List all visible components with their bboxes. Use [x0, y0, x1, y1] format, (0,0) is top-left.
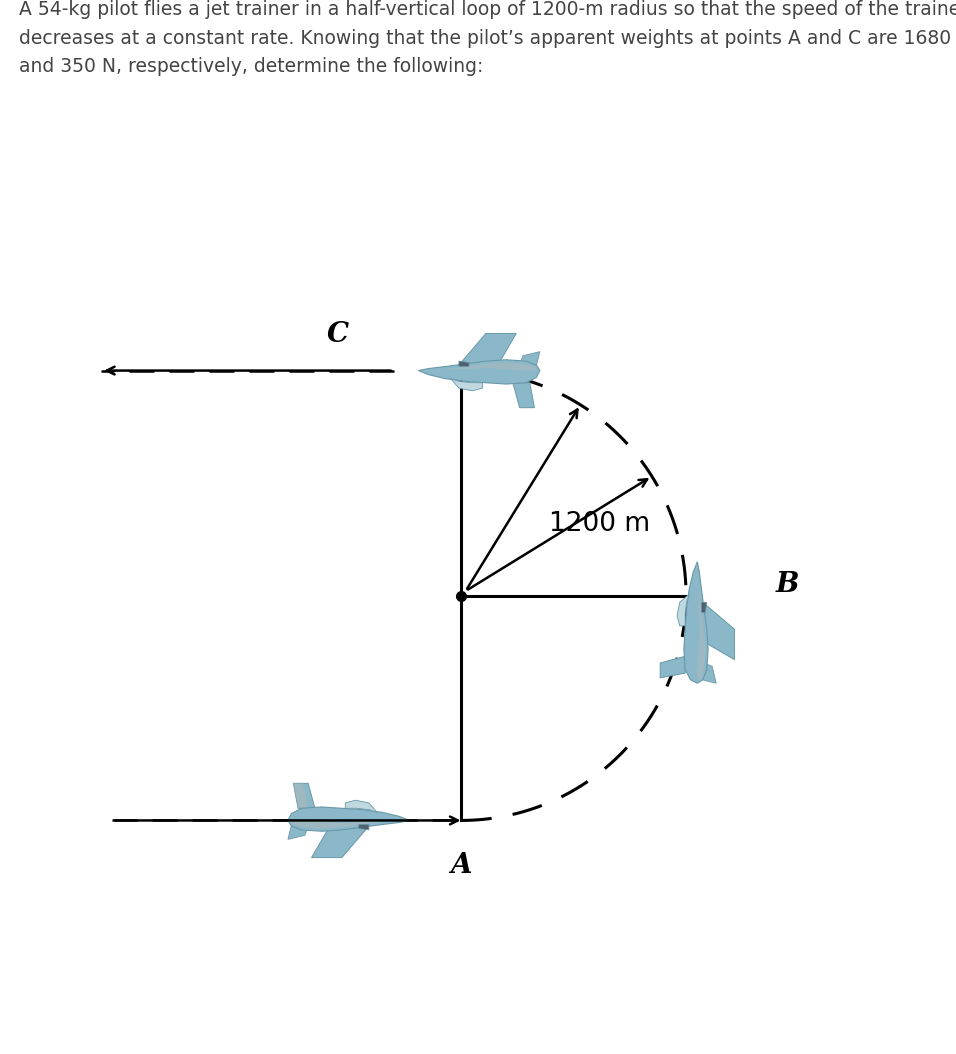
Polygon shape — [288, 807, 409, 832]
Text: 1200 m: 1200 m — [549, 511, 650, 536]
Polygon shape — [358, 824, 369, 829]
Polygon shape — [661, 657, 685, 678]
Polygon shape — [520, 352, 540, 365]
Polygon shape — [459, 362, 469, 367]
Polygon shape — [293, 783, 315, 808]
Polygon shape — [445, 363, 536, 371]
Polygon shape — [684, 562, 708, 683]
Polygon shape — [345, 800, 377, 813]
Polygon shape — [288, 826, 308, 839]
Polygon shape — [312, 822, 369, 858]
Polygon shape — [697, 589, 706, 680]
Text: A 54-kg pilot flies a jet trainer in a half-vertical loop of 1200-m radius so th: A 54-kg pilot flies a jet trainer in a h… — [19, 0, 956, 77]
Polygon shape — [512, 383, 534, 408]
Polygon shape — [292, 820, 382, 828]
Polygon shape — [293, 783, 308, 808]
Polygon shape — [702, 602, 706, 612]
Polygon shape — [451, 378, 483, 391]
Text: B: B — [776, 571, 799, 598]
Polygon shape — [703, 663, 716, 683]
Polygon shape — [677, 594, 689, 626]
Polygon shape — [419, 359, 540, 384]
Text: A: A — [450, 852, 472, 879]
Polygon shape — [459, 333, 516, 369]
Polygon shape — [699, 602, 734, 660]
Text: C: C — [326, 321, 349, 348]
